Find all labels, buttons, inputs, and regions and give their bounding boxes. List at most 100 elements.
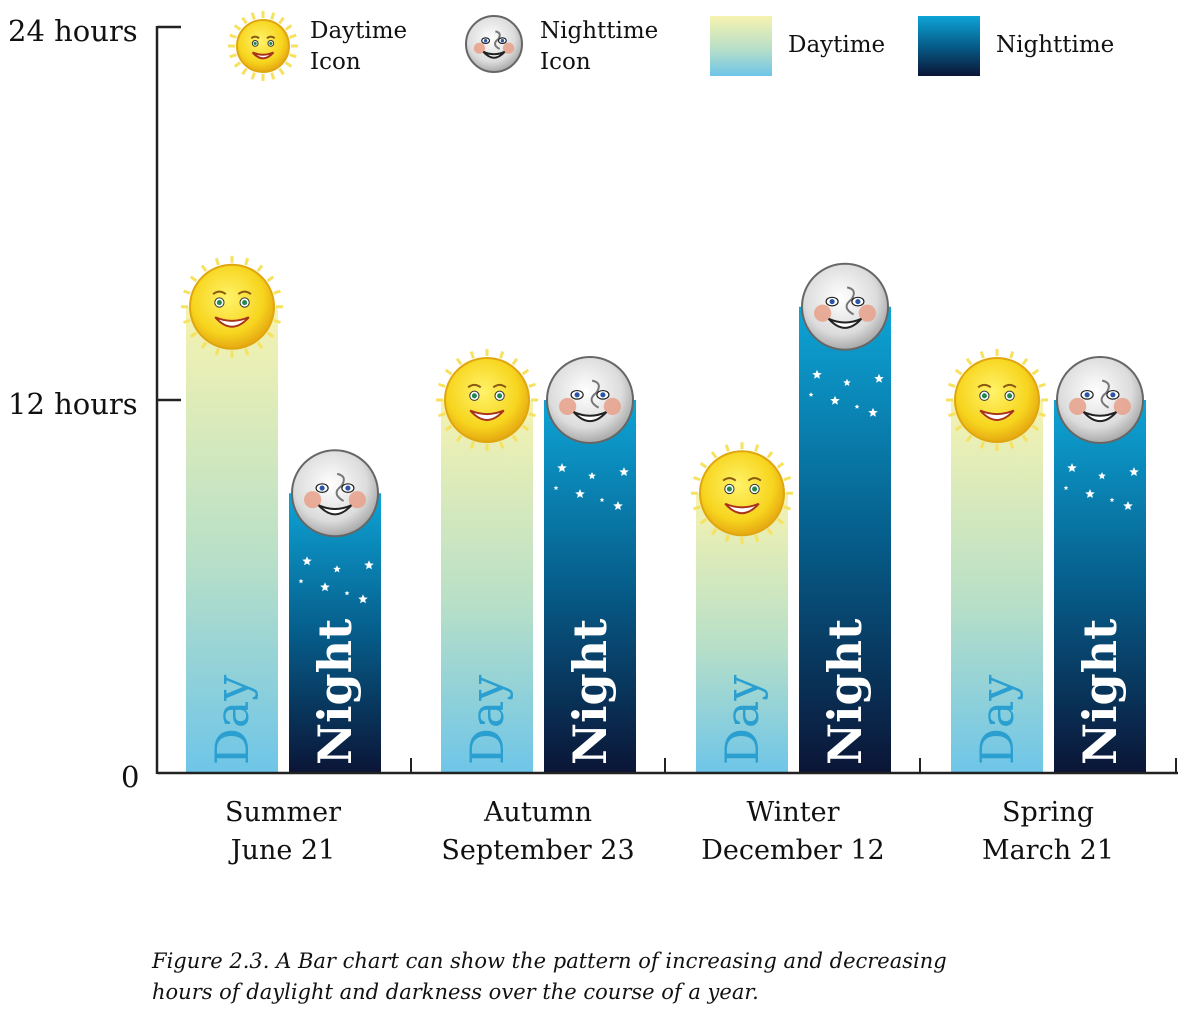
star: [830, 395, 840, 405]
sun-ray: [241, 67, 248, 76]
sun-ray: [256, 341, 264, 349]
sun-ray: [1031, 368, 1040, 376]
sun-ray: [948, 382, 956, 388]
sun-ray: [289, 53, 297, 59]
sun-ray: [528, 382, 536, 388]
legend: [228, 11, 980, 81]
bar-label-night: Night: [563, 618, 617, 765]
bar-day: [186, 306, 278, 773]
sun-ray: [693, 476, 701, 482]
bar-group-winter: Day Night: [691, 262, 891, 773]
moon-cheek: [502, 42, 515, 54]
star: [1123, 501, 1133, 510]
caption-line-1: Figure 2.3. A Bar chart can show the pat…: [152, 949, 947, 973]
category-season: Winter: [746, 797, 840, 828]
sun-ray: [438, 412, 446, 418]
legend-label-line: Nighttime: [540, 18, 659, 44]
star: [588, 472, 596, 480]
legend-label-daytime-icon: Daytime Icon: [310, 16, 407, 78]
sun-mouth: [979, 409, 1015, 421]
sun-disc: [699, 450, 785, 537]
sun-ray: [724, 444, 730, 452]
sun-ray: [200, 264, 208, 273]
moon-pupil: [345, 485, 351, 491]
moon-icon: [291, 449, 379, 538]
night-stars: [808, 369, 884, 417]
bar-label-night: Night: [1073, 618, 1127, 765]
sun-brow: [266, 35, 276, 40]
category-label-autumn: Autumn September 23: [408, 794, 668, 870]
sun-ray: [469, 441, 475, 449]
moon-cheek: [1069, 397, 1087, 416]
legend-sun-icon: [228, 11, 298, 81]
category-season: Autumn: [483, 797, 593, 828]
sun-ray: [511, 357, 519, 366]
sun-ray: [270, 72, 276, 80]
moon-mouth: [1082, 411, 1118, 423]
star: [854, 404, 860, 409]
sun-mouth: [724, 502, 760, 515]
category-season: Spring: [1002, 797, 1094, 828]
sun-mouth: [469, 409, 505, 421]
sun-ray: [1009, 441, 1015, 449]
sun-ray: [214, 257, 220, 266]
sun-brow: [492, 383, 507, 389]
night-stars: [298, 556, 374, 604]
bar-label-day: Day: [715, 675, 769, 765]
bar-night: [289, 493, 381, 773]
sun-brow: [1002, 383, 1017, 389]
sun-brow: [212, 290, 227, 295]
star: [557, 463, 567, 472]
star: [1067, 463, 1077, 472]
star: [344, 590, 350, 596]
category-date: December 12: [701, 835, 885, 866]
bar-label-night: Night: [818, 618, 872, 765]
moon-disc: [546, 356, 634, 444]
sun-pupil: [216, 300, 222, 306]
legend-label-nighttime-icon: Nighttime Icon: [540, 16, 658, 78]
sun-pupil: [269, 41, 273, 45]
moon-pupil: [483, 38, 488, 43]
sun-ray: [214, 348, 220, 356]
sun-ray: [499, 441, 505, 449]
sun-ray: [965, 357, 973, 366]
bar-night: [544, 400, 636, 773]
bar-label-day: Day: [970, 675, 1024, 765]
sun-ray: [244, 257, 250, 266]
category-label-spring: Spring March 21: [918, 794, 1178, 870]
sun-ray: [455, 357, 463, 366]
sun-ray: [776, 517, 785, 525]
bar-group-summer: Day Night: [181, 255, 381, 773]
star: [364, 560, 374, 570]
moon-crater: [335, 472, 345, 502]
moon-cheek: [348, 491, 366, 509]
sun-ray: [528, 412, 536, 418]
star: [1129, 467, 1139, 476]
y-tick-label-0: 0: [121, 760, 140, 794]
sun-pupil: [1007, 393, 1013, 399]
sun-ray: [1009, 351, 1015, 359]
star: [1063, 485, 1069, 490]
sun-icon: [181, 255, 283, 358]
sun-ray: [979, 351, 985, 359]
sun-brow: [722, 477, 737, 482]
sun-ray: [444, 424, 453, 432]
moon-cheek: [1113, 397, 1131, 416]
legend-label-daytime: Daytime: [788, 32, 886, 58]
sun-ray: [250, 12, 256, 20]
sun-ray: [1021, 357, 1029, 366]
moon-pupil: [829, 299, 835, 305]
sun-ray: [270, 12, 276, 20]
sun-ray: [511, 434, 519, 443]
moon-crater: [845, 286, 855, 316]
sun-ray: [244, 348, 250, 356]
night-stars: [1063, 463, 1139, 510]
sun-ray: [256, 264, 264, 273]
star: [613, 501, 623, 510]
moon-disc: [465, 15, 523, 73]
sun-pupil: [752, 486, 758, 492]
moon-mouth: [317, 504, 353, 516]
sun-ray: [499, 351, 505, 359]
sun-ray: [469, 351, 475, 359]
moon-cheek: [559, 397, 577, 416]
